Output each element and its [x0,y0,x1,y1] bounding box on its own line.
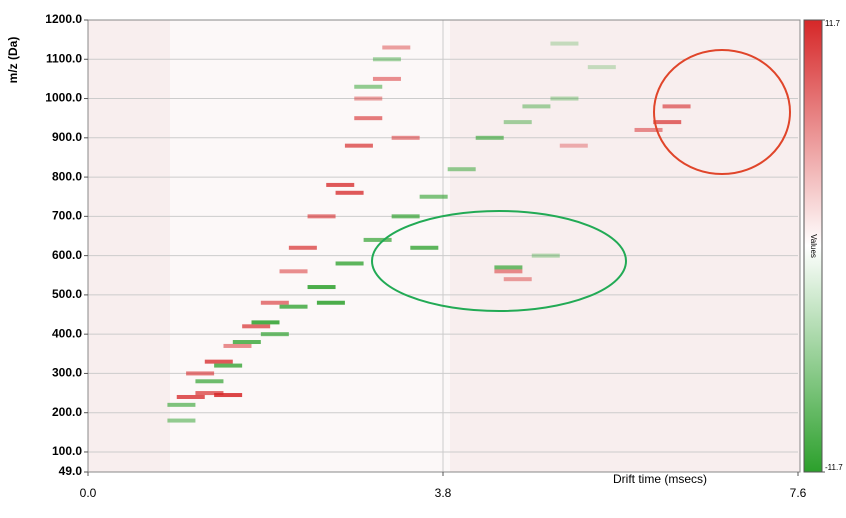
heat-streak [354,96,383,101]
heat-streak [214,393,243,398]
heat-streak [391,214,420,219]
heat-streak [587,65,616,70]
heat-streak [307,214,336,219]
y-tick-label: 1000.0 [45,91,82,105]
colorbar [803,19,823,473]
heat-streak [307,285,336,290]
y-tick-label: 1100.0 [46,51,82,65]
heat-streak [214,363,243,368]
y-tick-label: 400.0 [52,326,82,340]
heat-streak [662,104,691,109]
colorbar-label: Values [809,234,818,258]
heat-streak [167,418,196,423]
y-axis-label: m/z (Da) [6,37,20,84]
heat-streak [195,391,224,396]
heat-streak [382,45,411,50]
heat-streak [167,402,196,407]
heat-streak [251,320,280,325]
heat-streak [363,237,392,242]
y-tick-label: 600.0 [52,248,82,262]
y-tick-label: 700.0 [52,209,82,223]
heat-streak [503,120,532,125]
y-tick-label: 1200.0 [45,12,82,26]
heat-streak [503,277,532,282]
heat-streak [204,359,233,364]
x-tick-label: 0.0 [80,486,97,500]
heat-streak [260,300,289,305]
heat-streak [335,190,364,195]
heat-streak [522,104,551,109]
x-axis-label: Drift time (msecs) [613,472,707,486]
heat-streak [316,300,345,305]
heat-streak [550,96,579,101]
y-tick-label: 300.0 [52,366,82,380]
highlight-red [653,49,791,175]
heat-streak [335,261,364,266]
y-tick-label: 200.0 [52,405,82,419]
heat-streak [279,269,308,274]
colorbar-tick-label: 11.7 [825,19,841,28]
x-tick-label: 7.6 [790,486,807,500]
heat-streak [559,143,588,148]
y-tick-label: 49.0 [59,464,83,478]
y-tick-label: 800.0 [52,169,82,183]
heat-streak [326,182,355,187]
heat-streak [288,245,317,250]
heat-streak [410,245,439,250]
heat-streak [550,41,579,46]
heat-streak [372,76,401,81]
heat-streak [494,269,523,274]
y-tick-label: 500.0 [52,287,82,301]
heat-streak [634,127,663,132]
heat-streak [344,143,373,148]
heat-streak [531,253,560,258]
heat-streak [419,194,448,199]
heat-streak [653,120,682,125]
heat-streak [186,371,215,376]
heat-streak [447,167,476,172]
heat-streak [260,332,289,337]
heat-streak [372,57,401,62]
heat-streak [354,84,383,89]
y-tick-label: 100.0 [52,444,82,458]
plot-frame [87,19,801,473]
colorbar-tick-label: -11.7 [825,463,843,472]
heat-streak [232,340,261,345]
heat-streak [354,116,383,121]
heat-streak [242,324,271,329]
heat-streak [195,379,224,384]
heat-streak [176,394,205,399]
heat-streak [391,135,420,140]
heat-streak [223,343,252,348]
x-tick-label: 3.8 [435,486,452,500]
heat-streak [279,304,308,309]
heat-streak [475,135,504,140]
y-tick-label: 900.0 [52,130,82,144]
highlight-green [371,210,627,312]
heat-streak [494,265,523,270]
